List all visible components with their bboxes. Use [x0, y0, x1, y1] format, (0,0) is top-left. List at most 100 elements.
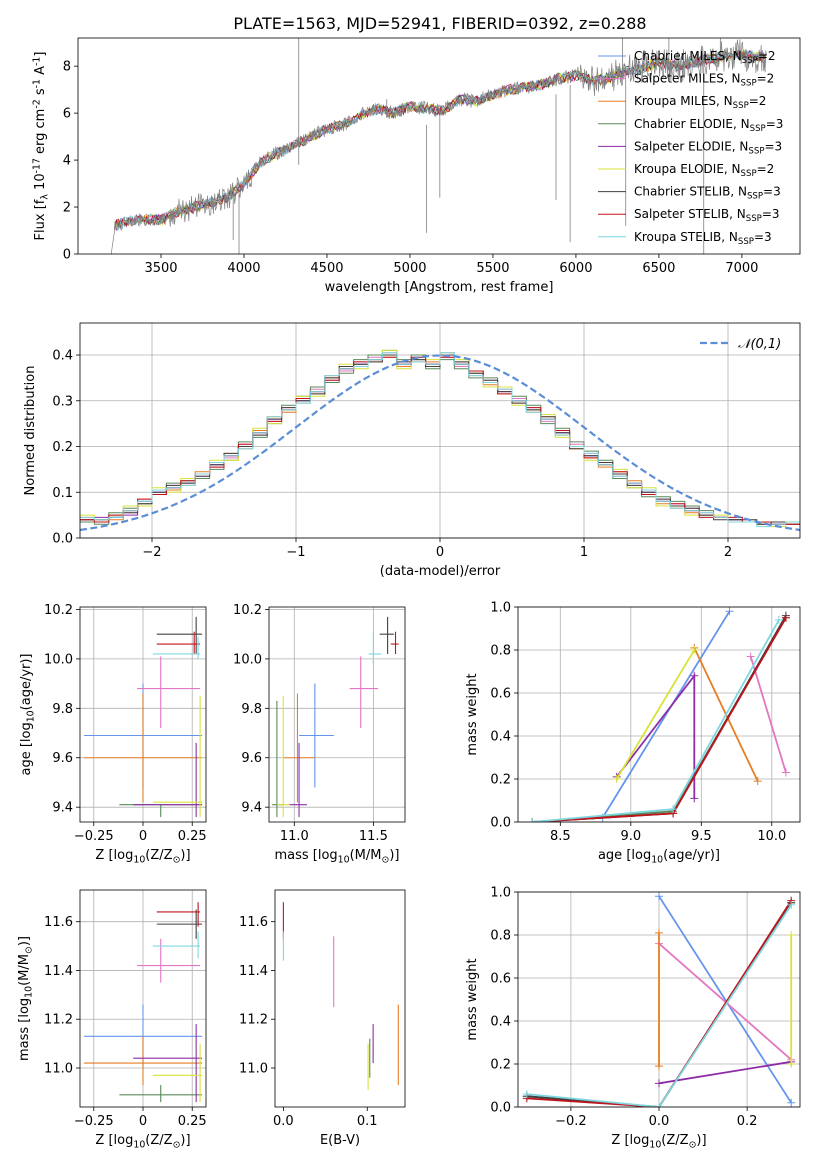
weight-line [532, 615, 787, 822]
weight-marker [787, 1098, 796, 1107]
x-tick-label: 0.25 [178, 1114, 207, 1129]
weight-marker [522, 1090, 531, 1099]
x-tick-label: −0.25 [74, 829, 114, 844]
x-tick-label: 10.0 [757, 829, 786, 844]
weight-marker [753, 777, 762, 786]
y-tick-label: 11.0 [239, 1061, 268, 1076]
y-axis-label: mass [log10(M/M⊙)] [17, 936, 34, 1061]
axes-frame [517, 891, 801, 1108]
x-tick-label: −0.2 [555, 1114, 587, 1129]
weight-marker [612, 775, 621, 783]
y-tick-label: 0.4 [490, 1015, 511, 1030]
plot-area [83, 616, 203, 818]
panel-mass_vs_Z: −0.25 0 0.25 11.0 11.2 11.4 11.6 Z [log10(Z/Z⊙)… [17, 889, 207, 1150]
weight-marker [690, 646, 699, 654]
y-axis-label: mass weight [465, 958, 480, 1040]
x-tick-label: −1 [286, 545, 305, 560]
legend-label: Salpeter MILES, NSSP=2 [634, 72, 774, 89]
y-tick-label: 0.8 [490, 929, 511, 944]
weight-marker [746, 652, 755, 661]
y-tick-label: 11.0 [44, 1061, 73, 1076]
plot-area [110, 38, 767, 254]
y-axis-label: Flux [fλ 10-17 erg cm-2 s-1 A-1] [32, 52, 51, 241]
y-tick-label: 0.2 [490, 773, 511, 788]
plot-area [272, 616, 399, 818]
y-tick-label: 0.8 [490, 644, 511, 659]
y-tick-label: 11.4 [44, 964, 73, 979]
x-tick-label: 6000 [559, 261, 592, 276]
weight-marker [528, 818, 537, 822]
weight-line [615, 649, 696, 780]
y-tick-label: 2 [63, 201, 71, 216]
y-axis-label: age [log10(age/yr)] [19, 653, 36, 775]
weight-marker [655, 1062, 663, 1071]
weight-marker [725, 607, 734, 616]
y-tick-label: 8 [63, 60, 71, 75]
axes-frame [79, 606, 207, 823]
y-tick-label: 0.2 [52, 440, 73, 455]
y-tick-label: 0.0 [52, 532, 73, 547]
y-tick-label: 9.8 [52, 702, 73, 717]
weight-marker [655, 892, 663, 901]
panel-weight_vs_age: 8.5 9.0 9.5 10.0 0.0 0.2 0.4 0.6 0.8 1.0 age [log1… [465, 601, 801, 865]
chart-layer: 3500 4000 4500 5000 5500 6000 6500 7000 0 2 4 6 8 wav… [17, 37, 801, 1150]
y-tick-label: 9.4 [52, 801, 73, 816]
normal-reference-curve [80, 354, 800, 532]
y-tick-label: 0.4 [52, 349, 73, 364]
plot-area [80, 349, 800, 532]
panel-age_vs_mass: 11.0 11.5 9.4 9.6 9.8 10.0 10.2 mass [log10(M/M… [233, 603, 406, 865]
x-tick-label: 9.5 [691, 829, 712, 844]
y-tick-label: 0.3 [52, 394, 73, 409]
plot-area [282, 902, 399, 1090]
x-tick-label: 0.1 [357, 1114, 378, 1129]
x-tick-label: 7000 [725, 261, 758, 276]
axes-frame [268, 606, 406, 823]
legend-label: Kroupa STELIB, NSSP=3 [634, 230, 772, 247]
plot-area [83, 902, 203, 1103]
y-tick-label: 11.4 [239, 964, 268, 979]
x-tick-label: 0 [436, 545, 444, 560]
y-tick-label: 1.0 [490, 601, 511, 616]
x-tick-label: 4500 [310, 261, 343, 276]
panel-residual_hist: −2 −1 0 1 2 0.0 0.1 0.2 0.3 0.4 (data-model)/error… [23, 322, 801, 579]
y-tick-label: 10.0 [44, 652, 73, 667]
histogram-step-line [80, 352, 800, 528]
legend-label: Salpeter ELODIE, NSSP=3 [634, 139, 782, 156]
x-tick-label: 3500 [144, 261, 177, 276]
x-axis-label: wavelength [Angstrom, rest frame] [325, 280, 554, 295]
x-tick-label: 5000 [393, 261, 426, 276]
x-tick-label: 11.0 [280, 829, 309, 844]
y-tick-label: 9.6 [52, 751, 73, 766]
axes-frame [517, 606, 801, 823]
weight-marker [787, 1060, 796, 1068]
y-tick-label: 0.4 [490, 730, 511, 745]
y-tick-label: 1.0 [490, 886, 511, 901]
x-tick-label: 5500 [476, 261, 509, 276]
legend-label: Kroupa ELODIE, NSSP=2 [634, 162, 774, 179]
weight-marker [781, 613, 790, 622]
weight-marker [787, 931, 796, 939]
x-tick-label: 0.0 [273, 1114, 294, 1129]
x-axis-label: (data-model)/error [380, 564, 501, 579]
legend-label: Chabrier ELODIE, NSSP=3 [634, 117, 783, 134]
x-axis-label: Z [log10(Z/Z⊙)] [611, 1133, 706, 1150]
weight-line [532, 617, 787, 822]
y-tick-label: 6 [63, 107, 71, 122]
y-tick-label: 10.2 [44, 603, 73, 618]
x-tick-label: −2 [142, 545, 161, 560]
legend-label: Chabrier STELIB, NSSP=3 [634, 185, 781, 202]
x-axis-label: age [log10(age/yr)] [598, 848, 720, 865]
y-axis-label: mass weight [465, 673, 480, 755]
weight-line [749, 656, 787, 773]
y-tick-label: 0.0 [490, 1101, 511, 1116]
weight-marker [655, 1079, 663, 1088]
y-tick-label: 10.2 [233, 603, 262, 618]
y-tick-label: 0.6 [490, 972, 511, 987]
y-tick-label: 0 [63, 248, 71, 263]
x-tick-label: 0.2 [737, 1114, 758, 1129]
plot-area [522, 892, 796, 1107]
panel-spectrum: 3500 4000 4500 5000 5500 6000 6500 7000 0 2 4 6 8 wav… [32, 37, 801, 295]
y-tick-label: 10.0 [233, 652, 262, 667]
y-tick-label: 0.1 [52, 486, 73, 501]
